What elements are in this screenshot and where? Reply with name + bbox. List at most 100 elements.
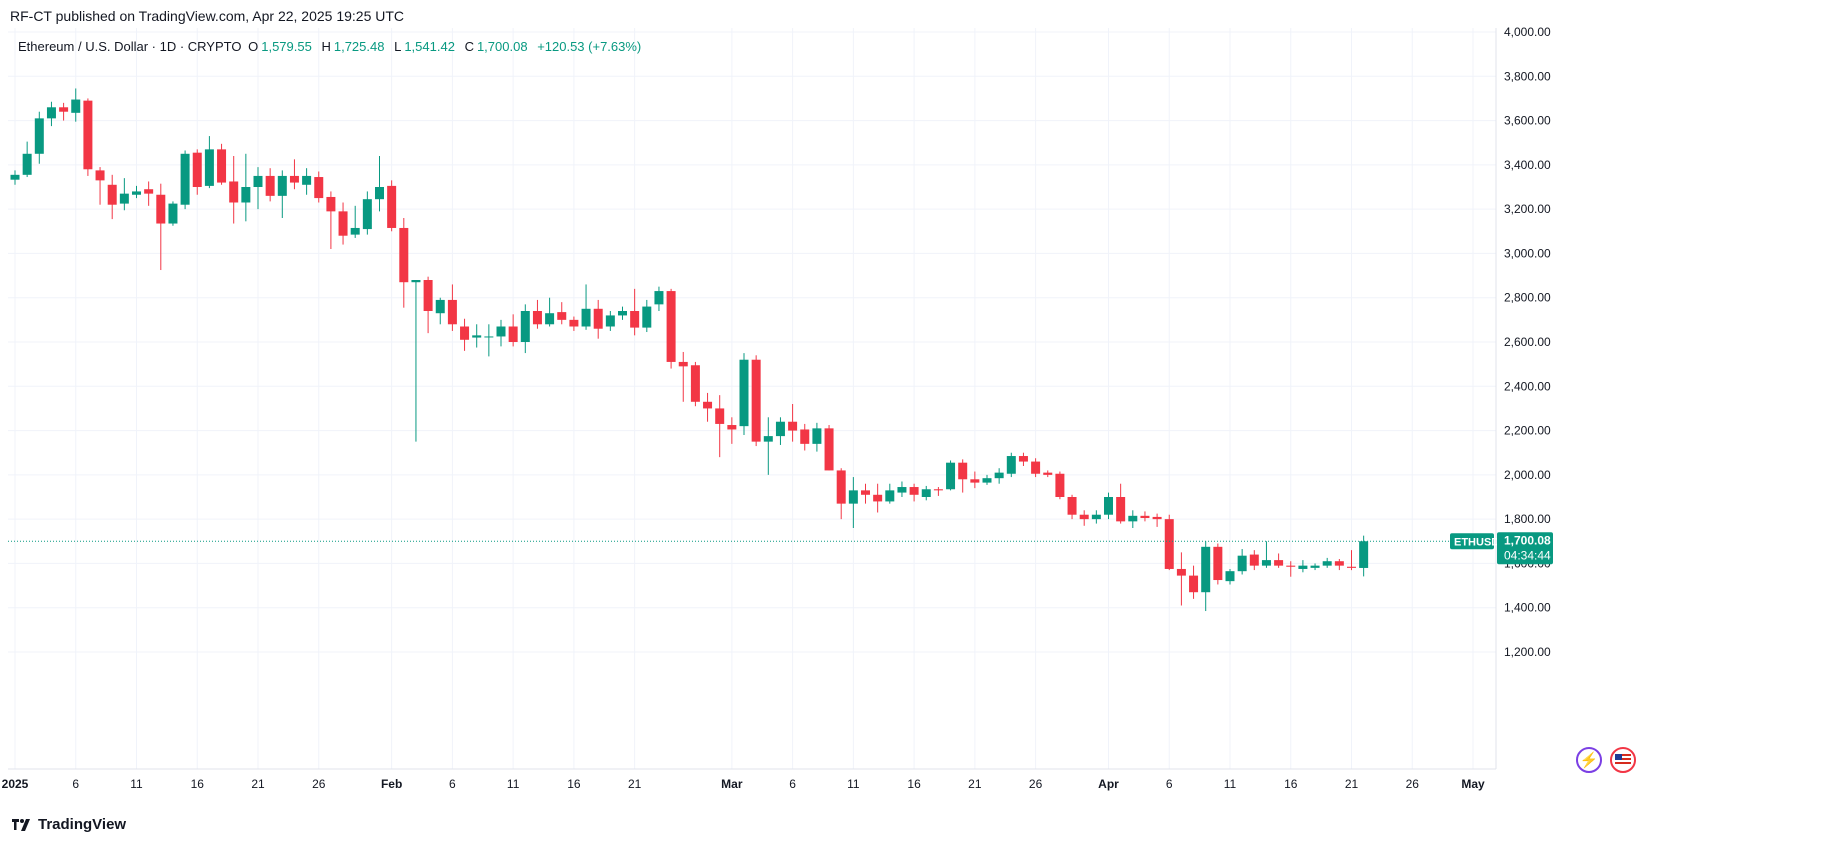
candle[interactable] [690, 361, 700, 407]
candle[interactable] [897, 481, 907, 498]
candle[interactable] [1249, 550, 1259, 571]
candle[interactable] [775, 417, 785, 445]
candle[interactable] [241, 153, 251, 222]
candle[interactable] [800, 423, 810, 451]
candle[interactable] [350, 205, 360, 238]
candle[interactable] [204, 136, 214, 189]
candle[interactable] [545, 297, 555, 327]
candle[interactable] [132, 185, 141, 199]
candle[interactable] [34, 111, 44, 164]
candle[interactable] [314, 171, 324, 203]
candle[interactable] [144, 181, 154, 206]
candle[interactable] [654, 286, 664, 311]
candle[interactable] [630, 288, 640, 336]
candle[interactable] [1067, 494, 1077, 520]
candle[interactable] [1006, 452, 1016, 478]
candle[interactable] [557, 302, 567, 325]
candle[interactable] [1164, 514, 1174, 571]
candle[interactable] [824, 425, 834, 471]
candle[interactable] [763, 417, 773, 475]
candle[interactable] [411, 280, 421, 442]
candle[interactable] [1018, 452, 1028, 466]
candle[interactable] [982, 474, 992, 485]
candle[interactable] [1152, 513, 1162, 527]
candle[interactable] [156, 183, 166, 271]
candle[interactable] [265, 168, 275, 202]
candle[interactable] [508, 314, 518, 347]
candle[interactable] [83, 98, 93, 176]
candle[interactable] [277, 170, 287, 218]
candle[interactable] [472, 324, 482, 348]
candle[interactable] [1176, 552, 1186, 606]
candle[interactable] [362, 191, 372, 235]
candle[interactable] [933, 487, 943, 496]
candle[interactable] [715, 395, 725, 458]
footer-brand[interactable]: TradingView [38, 816, 127, 833]
candle[interactable] [1189, 565, 1199, 599]
candle[interactable] [217, 143, 227, 185]
candle[interactable] [1347, 550, 1356, 571]
candle[interactable] [581, 284, 591, 330]
candle[interactable] [1116, 483, 1126, 524]
us-flag-icon[interactable] [1610, 747, 1636, 773]
candle[interactable] [22, 141, 32, 178]
candle[interactable] [946, 460, 956, 491]
candle[interactable] [229, 156, 239, 224]
candle[interactable] [593, 299, 603, 339]
candle[interactable] [1322, 557, 1332, 568]
candle[interactable] [836, 468, 846, 520]
candle[interactable] [1286, 561, 1296, 577]
candle[interactable] [751, 355, 761, 447]
candle[interactable] [885, 483, 895, 504]
candle[interactable] [921, 485, 931, 501]
candle[interactable] [703, 392, 713, 422]
candle[interactable] [618, 306, 627, 320]
candle[interactable] [435, 297, 445, 325]
candle[interactable] [423, 276, 433, 334]
candle[interactable] [1359, 535, 1369, 577]
candle[interactable] [1261, 541, 1271, 568]
candle[interactable] [1237, 549, 1247, 575]
candle[interactable] [168, 201, 178, 226]
candle[interactable] [848, 477, 858, 528]
candle[interactable] [958, 459, 968, 493]
candle[interactable] [861, 483, 870, 504]
candle[interactable] [460, 318, 470, 351]
candle[interactable] [59, 102, 69, 121]
candle[interactable] [1140, 511, 1150, 522]
candle[interactable] [970, 471, 980, 489]
candle[interactable] [666, 288, 676, 369]
candle[interactable] [119, 178, 129, 211]
candle[interactable] [484, 324, 494, 357]
candle[interactable] [532, 299, 542, 329]
candle[interactable] [1091, 510, 1101, 524]
candle[interactable] [642, 299, 652, 333]
candle[interactable] [873, 483, 883, 513]
candle[interactable] [338, 202, 348, 245]
candle[interactable] [678, 351, 688, 402]
candle[interactable] [1298, 560, 1308, 573]
candle[interactable] [253, 167, 263, 210]
candle[interactable] [1213, 543, 1223, 585]
candle[interactable] [1334, 559, 1344, 571]
candle[interactable] [520, 304, 530, 354]
candle[interactable] [46, 101, 56, 127]
candle[interactable] [1128, 510, 1138, 528]
candle[interactable] [812, 422, 822, 452]
candle[interactable] [605, 311, 615, 331]
candle[interactable] [302, 168, 312, 195]
candle[interactable] [192, 149, 202, 195]
candle[interactable] [569, 316, 579, 331]
candle[interactable] [1274, 553, 1284, 568]
candle[interactable] [180, 150, 190, 210]
lightning-icon[interactable]: ⚡ [1576, 747, 1602, 773]
candle[interactable] [1201, 541, 1211, 612]
symbol-title[interactable]: Ethereum / U.S. Dollar · 1D · CRYPTO [18, 39, 242, 54]
candle[interactable] [788, 404, 798, 442]
candle[interactable] [994, 468, 1004, 484]
candle[interactable] [739, 353, 749, 435]
candle[interactable] [496, 319, 506, 347]
candle[interactable] [95, 167, 105, 205]
candle[interactable] [107, 174, 117, 220]
